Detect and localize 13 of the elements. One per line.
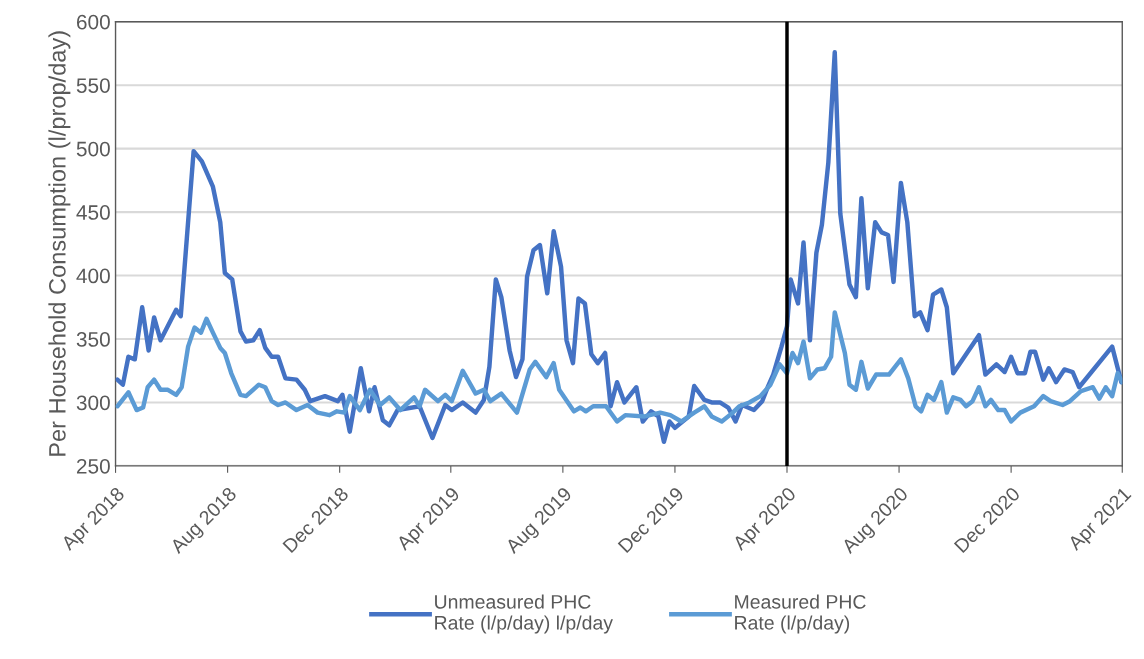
y-tick-label: 250: [76, 458, 110, 474]
y-tick-label: 400: [76, 268, 110, 284]
y-tick-label: 500: [76, 141, 110, 157]
y-axis-title: Per Household Consumption (l/prop/day): [48, 31, 71, 456]
y-tick-label: 350: [76, 332, 110, 347]
y-tick-label: 300: [76, 395, 110, 411]
y-tick-label: 600: [76, 14, 110, 30]
y-tick-label: 550: [76, 78, 110, 93]
y-tick-label: 450: [76, 205, 110, 220]
legend-label: Unmeasured PHC Rate (l/p/day) l/p/day: [435, 594, 613, 634]
line-series: [115, 310, 1123, 424]
legend-label: Measured PHC Rate (l/p/day): [735, 594, 866, 634]
line-series: [115, 49, 1123, 445]
